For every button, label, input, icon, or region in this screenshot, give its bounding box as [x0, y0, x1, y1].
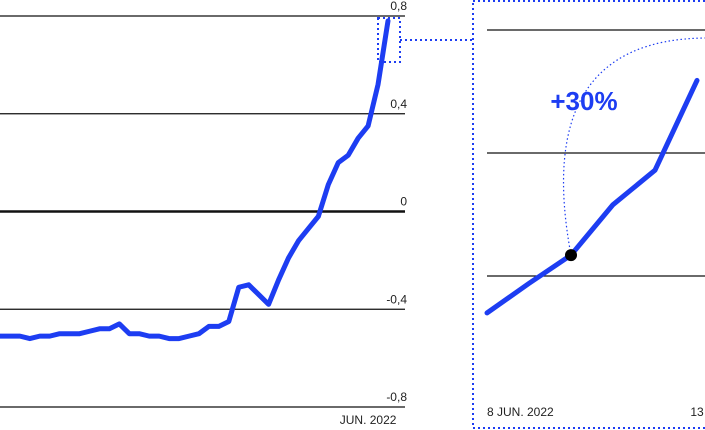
highlight-point: [565, 249, 577, 262]
y-tick-label: -0,8: [386, 390, 407, 404]
x-tick-label: JUN. 2022: [340, 413, 397, 427]
annotation-arc: [563, 37, 705, 256]
zoom-panel: [472, 0, 705, 429]
y-tick-label: 0: [400, 195, 407, 209]
y-tick-label: -0,4: [386, 292, 407, 306]
y-tick-label: 0,4: [390, 97, 407, 111]
zoom-box: [377, 17, 401, 63]
x-tick-label: 13: [690, 405, 704, 419]
x-tick-label: 8 JUN. 2022: [487, 405, 554, 419]
y-tick-label: 0,8: [390, 0, 407, 13]
line: [484, 77, 700, 316]
annotation: +30%: [550, 86, 617, 116]
line: [0, 18, 391, 342]
